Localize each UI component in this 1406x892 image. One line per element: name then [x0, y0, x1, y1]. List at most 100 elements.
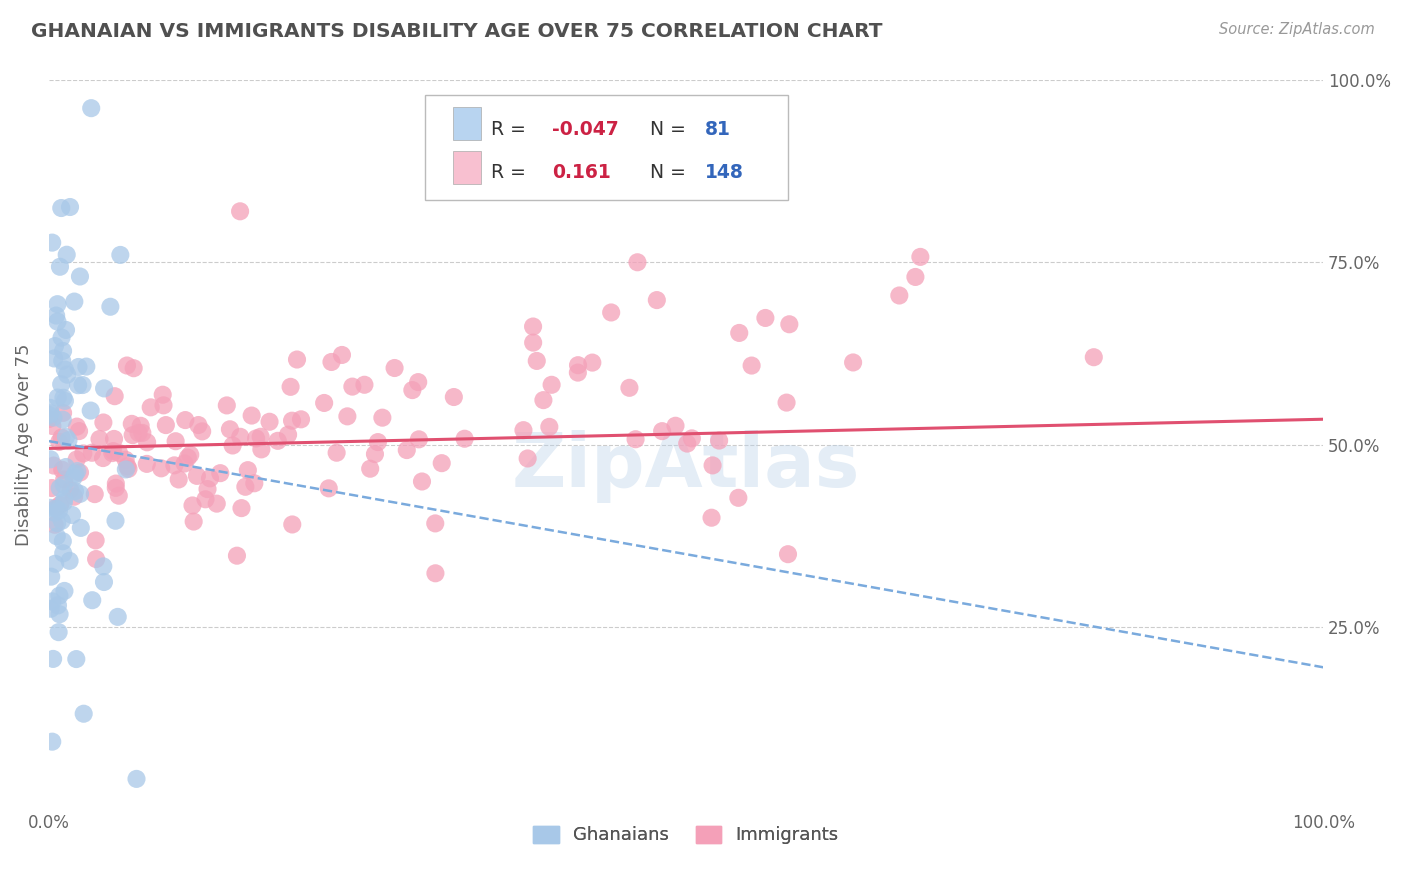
- Point: [115, 359, 138, 373]
- Point: [65, 467, 87, 481]
- Point: [205, 497, 228, 511]
- Point: [342, 379, 364, 393]
- Point: [236, 463, 259, 477]
- Text: GHANAIAN VS IMMIGRANTS DISABILITY AGE OVER 75 CORRELATION CHART: GHANAIAN VS IMMIGRANTS DISABILITY AGE OV…: [31, 22, 883, 41]
- Point: [152, 388, 174, 402]
- Point: [52, 343, 75, 358]
- Point: [52, 495, 75, 509]
- Point: [91, 451, 114, 466]
- Point: [84, 552, 107, 566]
- Point: [117, 459, 139, 474]
- Point: [842, 355, 865, 369]
- Point: [91, 559, 114, 574]
- Point: [63, 294, 86, 309]
- Point: [65, 652, 87, 666]
- Point: [538, 420, 561, 434]
- Point: [408, 433, 430, 447]
- Point: [181, 499, 204, 513]
- Point: [267, 434, 290, 448]
- Point: [59, 200, 82, 214]
- Point: [41, 594, 63, 608]
- Point: [314, 396, 336, 410]
- Point: [229, 430, 252, 444]
- Point: [651, 424, 673, 438]
- Point: [104, 514, 127, 528]
- Point: [80, 101, 103, 115]
- Point: [290, 412, 312, 426]
- Point: [60, 508, 83, 522]
- Point: [778, 318, 800, 332]
- Point: [121, 428, 143, 442]
- Point: [67, 424, 90, 438]
- Point: [89, 432, 111, 446]
- Point: [336, 409, 359, 424]
- Point: [66, 464, 89, 478]
- Point: [51, 201, 73, 215]
- Point: [910, 250, 932, 264]
- Point: [67, 378, 90, 392]
- Point: [741, 359, 763, 373]
- Point: [197, 482, 219, 496]
- Point: [72, 446, 94, 460]
- Point: [110, 248, 132, 262]
- Point: [52, 391, 75, 405]
- Point: [281, 517, 304, 532]
- Point: [259, 415, 281, 429]
- Point: [117, 462, 139, 476]
- Point: [45, 502, 67, 516]
- Point: [240, 409, 263, 423]
- Point: [51, 377, 73, 392]
- Point: [46, 297, 69, 311]
- Point: [41, 734, 63, 748]
- Point: [46, 315, 69, 329]
- Point: [38, 412, 60, 426]
- Point: [173, 457, 195, 471]
- Point: [280, 380, 302, 394]
- Point: [619, 381, 641, 395]
- Point: [522, 335, 544, 350]
- Point: [707, 434, 730, 448]
- Text: R =: R =: [491, 120, 526, 139]
- Point: [325, 446, 347, 460]
- Point: [163, 458, 186, 473]
- Point: [51, 354, 73, 368]
- Point: [104, 476, 127, 491]
- FancyBboxPatch shape: [425, 95, 787, 201]
- Point: [330, 348, 353, 362]
- Point: [367, 435, 389, 450]
- Point: [187, 417, 209, 432]
- Point: [139, 401, 162, 415]
- Point: [135, 457, 157, 471]
- Point: [49, 498, 72, 512]
- Point: [45, 529, 67, 543]
- Point: [41, 481, 63, 495]
- Point: [58, 554, 80, 568]
- Point: [48, 503, 70, 517]
- Point: [44, 506, 66, 520]
- Point: [516, 451, 538, 466]
- Point: [52, 534, 75, 549]
- Point: [63, 484, 86, 499]
- Text: -0.047: -0.047: [553, 120, 619, 139]
- Point: [401, 383, 423, 397]
- Point: [364, 447, 387, 461]
- Point: [183, 515, 205, 529]
- FancyBboxPatch shape: [453, 151, 481, 184]
- Point: [321, 355, 343, 369]
- Point: [215, 398, 238, 412]
- Point: [80, 403, 103, 417]
- Point: [41, 235, 63, 250]
- Point: [58, 434, 80, 448]
- Point: [728, 326, 751, 340]
- Point: [42, 458, 65, 473]
- Point: [55, 460, 77, 475]
- Point: [526, 354, 548, 368]
- Point: [51, 430, 73, 444]
- Text: N =: N =: [651, 163, 686, 183]
- Point: [44, 351, 66, 366]
- Point: [103, 444, 125, 458]
- Point: [430, 456, 453, 470]
- Point: [108, 446, 131, 460]
- Point: [107, 610, 129, 624]
- Point: [174, 413, 197, 427]
